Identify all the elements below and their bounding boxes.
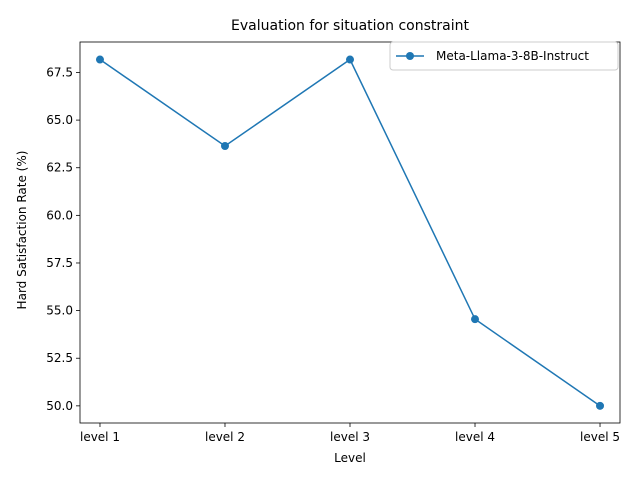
plot-area: 50.0 52.5 55.0 57.5 60.0 62.5 65.0 67.5 level 1 l… <box>46 41 621 444</box>
x-tick-label: level 4 <box>455 430 495 444</box>
legend-marker <box>406 52 414 60</box>
y-tick-label: 67.5 <box>46 65 73 79</box>
x-tick-label: level 5 <box>580 430 620 444</box>
chart-title: Evaluation for situation constraint <box>231 18 469 34</box>
legend-label: Meta-Llama-3-8B-Instruct <box>436 49 589 63</box>
y-tick-label: 52.5 <box>46 351 73 365</box>
data-point <box>596 401 605 410</box>
y-tick-label: 65.0 <box>46 113 73 127</box>
y-tick-label: 62.5 <box>46 161 73 175</box>
y-tick-label: 55.0 <box>46 304 73 318</box>
y-tick-label: 60.0 <box>46 208 73 222</box>
data-point <box>471 315 480 324</box>
data-point <box>95 55 104 64</box>
x-tick-label: level 3 <box>330 430 370 444</box>
y-tick-label: 57.5 <box>46 256 73 270</box>
x-tick-label: level 2 <box>205 430 245 444</box>
y-tick-label: 50.0 <box>46 399 73 413</box>
x-tick-label: level 1 <box>80 430 120 444</box>
legend-box <box>389 41 619 71</box>
legend: Meta-Llama-3-8B-Instruct <box>389 41 619 71</box>
x-axis-title: Level <box>334 451 366 465</box>
data-point <box>346 55 354 64</box>
y-axis-title: Hard Satisfaction Rate (%) <box>15 151 29 310</box>
data-point <box>220 142 229 151</box>
